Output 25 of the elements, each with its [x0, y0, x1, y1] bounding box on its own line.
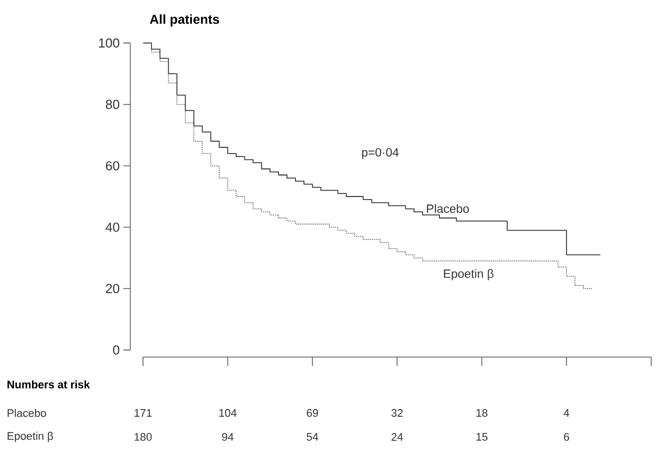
y-tick-label: 0 — [113, 345, 120, 355]
text: 15 — [476, 433, 488, 441]
text: 6 — [564, 433, 570, 441]
text: 4 — [564, 409, 570, 417]
y-tick-label: 60 — [106, 161, 120, 170]
text: 32 — [391, 409, 403, 417]
series-label: Placebo — [427, 204, 469, 213]
y-tick-label: 40 — [106, 222, 120, 232]
y-tick-label: 20 — [106, 284, 120, 294]
text: 18 — [476, 409, 488, 417]
text: 94 — [222, 433, 234, 441]
series-label: Epoetin β — [444, 269, 494, 280]
text: 180 — [134, 433, 152, 441]
text: 171 — [134, 409, 152, 417]
annotation: p=0·04 — [362, 148, 399, 159]
text: 24 — [392, 433, 403, 441]
text: Numbers at risk — [8, 380, 90, 388]
text: Epoetin β — [8, 432, 54, 442]
y-tick-label: 100 — [99, 38, 120, 48]
chart-title: All patients — [150, 14, 220, 26]
text: 69 — [306, 409, 318, 417]
text: Placebo — [8, 408, 46, 417]
text: 54 — [306, 433, 318, 441]
text: 104 — [219, 409, 237, 417]
y-tick-label: 80 — [106, 100, 120, 109]
